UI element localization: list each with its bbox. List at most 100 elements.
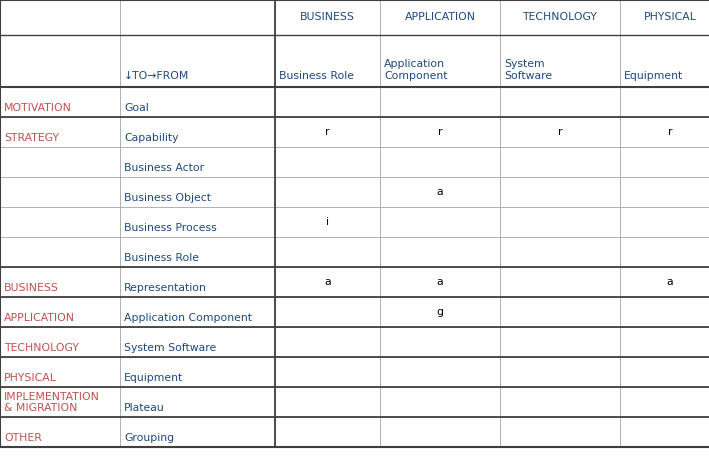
Bar xyxy=(275,417,380,447)
Text: Application
Component: Application Component xyxy=(384,59,447,81)
Text: BUSINESS: BUSINESS xyxy=(4,283,59,293)
Bar xyxy=(380,357,500,387)
Text: Equipment: Equipment xyxy=(624,71,683,81)
Bar xyxy=(500,387,620,417)
Text: Application Component: Application Component xyxy=(124,313,252,323)
Bar xyxy=(620,207,709,237)
Bar xyxy=(620,417,709,447)
Bar xyxy=(120,327,275,357)
Bar xyxy=(500,237,620,267)
Text: Grouping: Grouping xyxy=(124,433,174,443)
Bar xyxy=(620,147,709,177)
Text: APPLICATION: APPLICATION xyxy=(405,13,476,22)
Text: a: a xyxy=(666,277,674,287)
Bar xyxy=(500,297,620,327)
Bar xyxy=(0,177,120,207)
Text: Plateau: Plateau xyxy=(124,403,164,413)
Text: r: r xyxy=(558,127,562,137)
Text: Business Role: Business Role xyxy=(279,71,354,81)
Text: PHYSICAL: PHYSICAL xyxy=(644,13,696,22)
Text: g: g xyxy=(437,307,444,317)
Bar xyxy=(620,267,709,297)
Text: a: a xyxy=(324,277,331,287)
Bar xyxy=(500,177,620,207)
Text: STRATEGY: STRATEGY xyxy=(4,133,59,143)
Text: Representation: Representation xyxy=(124,283,207,293)
Bar xyxy=(620,177,709,207)
Bar xyxy=(0,327,120,357)
Bar xyxy=(275,87,380,117)
Text: a: a xyxy=(437,277,443,287)
Bar xyxy=(0,0,120,35)
Bar xyxy=(500,87,620,117)
Bar xyxy=(500,327,620,357)
Bar xyxy=(500,147,620,177)
Text: i: i xyxy=(326,217,329,227)
Bar xyxy=(275,297,380,327)
Bar xyxy=(120,177,275,207)
Bar xyxy=(380,327,500,357)
Bar xyxy=(275,267,380,297)
Text: Goal: Goal xyxy=(124,103,149,113)
Bar xyxy=(500,117,620,147)
Bar xyxy=(620,357,709,387)
Text: MOTIVATION: MOTIVATION xyxy=(4,103,72,113)
Bar xyxy=(380,35,500,87)
Bar xyxy=(120,417,275,447)
Text: TECHNOLOGY: TECHNOLOGY xyxy=(4,343,79,353)
Bar xyxy=(120,0,275,35)
Bar xyxy=(500,0,620,35)
Bar xyxy=(275,237,380,267)
Bar xyxy=(0,117,120,147)
Bar xyxy=(275,327,380,357)
Bar xyxy=(620,237,709,267)
Bar xyxy=(275,357,380,387)
Bar xyxy=(500,267,620,297)
Bar xyxy=(0,297,120,327)
Bar xyxy=(0,267,120,297)
Bar xyxy=(380,417,500,447)
Text: IMPLEMENTATION
& MIGRATION: IMPLEMENTATION & MIGRATION xyxy=(4,392,100,413)
Bar xyxy=(380,147,500,177)
Text: PHYSICAL: PHYSICAL xyxy=(4,373,57,383)
Bar xyxy=(620,35,709,87)
Text: Equipment: Equipment xyxy=(124,373,183,383)
Bar xyxy=(275,117,380,147)
Bar xyxy=(120,267,275,297)
Bar xyxy=(500,357,620,387)
Bar xyxy=(120,147,275,177)
Text: BUSINESS: BUSINESS xyxy=(300,13,355,22)
Bar xyxy=(620,297,709,327)
Bar xyxy=(380,0,500,35)
Bar xyxy=(120,297,275,327)
Bar xyxy=(275,147,380,177)
Bar xyxy=(0,417,120,447)
Bar xyxy=(275,0,380,35)
Text: Business Role: Business Role xyxy=(124,253,199,263)
Bar xyxy=(620,327,709,357)
Text: APPLICATION: APPLICATION xyxy=(4,313,75,323)
Text: OTHER: OTHER xyxy=(4,433,42,443)
Bar xyxy=(120,387,275,417)
Text: ↓TO→FROM: ↓TO→FROM xyxy=(124,71,189,81)
Text: r: r xyxy=(325,127,330,137)
Text: a: a xyxy=(437,187,443,197)
Text: Business Process: Business Process xyxy=(124,223,217,233)
Bar xyxy=(275,35,380,87)
Bar xyxy=(0,357,120,387)
Bar xyxy=(380,177,500,207)
Bar xyxy=(500,207,620,237)
Bar xyxy=(620,0,709,35)
Text: Business Object: Business Object xyxy=(124,193,211,203)
Bar xyxy=(0,207,120,237)
Bar xyxy=(120,357,275,387)
Bar xyxy=(380,87,500,117)
Bar xyxy=(500,35,620,87)
Text: r: r xyxy=(437,127,442,137)
Bar xyxy=(0,237,120,267)
Bar xyxy=(500,417,620,447)
Bar xyxy=(620,117,709,147)
Text: Capability: Capability xyxy=(124,133,179,143)
Text: System
Software: System Software xyxy=(504,59,552,81)
Text: TECHNOLOGY: TECHNOLOGY xyxy=(523,13,598,22)
